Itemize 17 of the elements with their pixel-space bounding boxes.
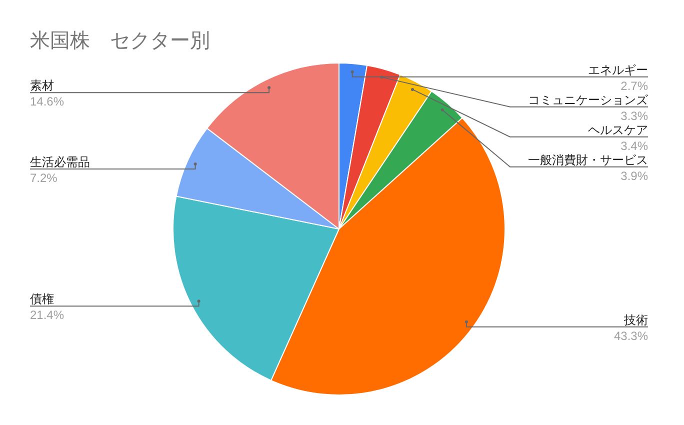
data-label: 3.4% (620, 138, 648, 153)
data-label: 21.4% (30, 308, 64, 322)
slice-label: 技術 (623, 312, 648, 327)
chart-title: 米国株 セクター別 (30, 30, 210, 52)
slice-label: コミュニケーションズ (528, 92, 649, 107)
slice-label: 生活必需品 (30, 154, 90, 169)
slice-label: 素材 (30, 78, 54, 93)
slice-label: 債権 (30, 292, 54, 306)
data-label: 43.3% (614, 328, 648, 343)
data-label: 3.9% (620, 168, 648, 183)
slice-label: ヘルスケア (588, 122, 648, 137)
data-label: 14.6% (30, 94, 64, 109)
data-label: 2.7% (620, 78, 648, 93)
data-label: 7.2% (30, 170, 58, 185)
data-label: 3.3% (620, 108, 648, 123)
slice-label: 一般消費財・サービス (528, 152, 648, 167)
slice-label: エネルギー (588, 62, 648, 77)
